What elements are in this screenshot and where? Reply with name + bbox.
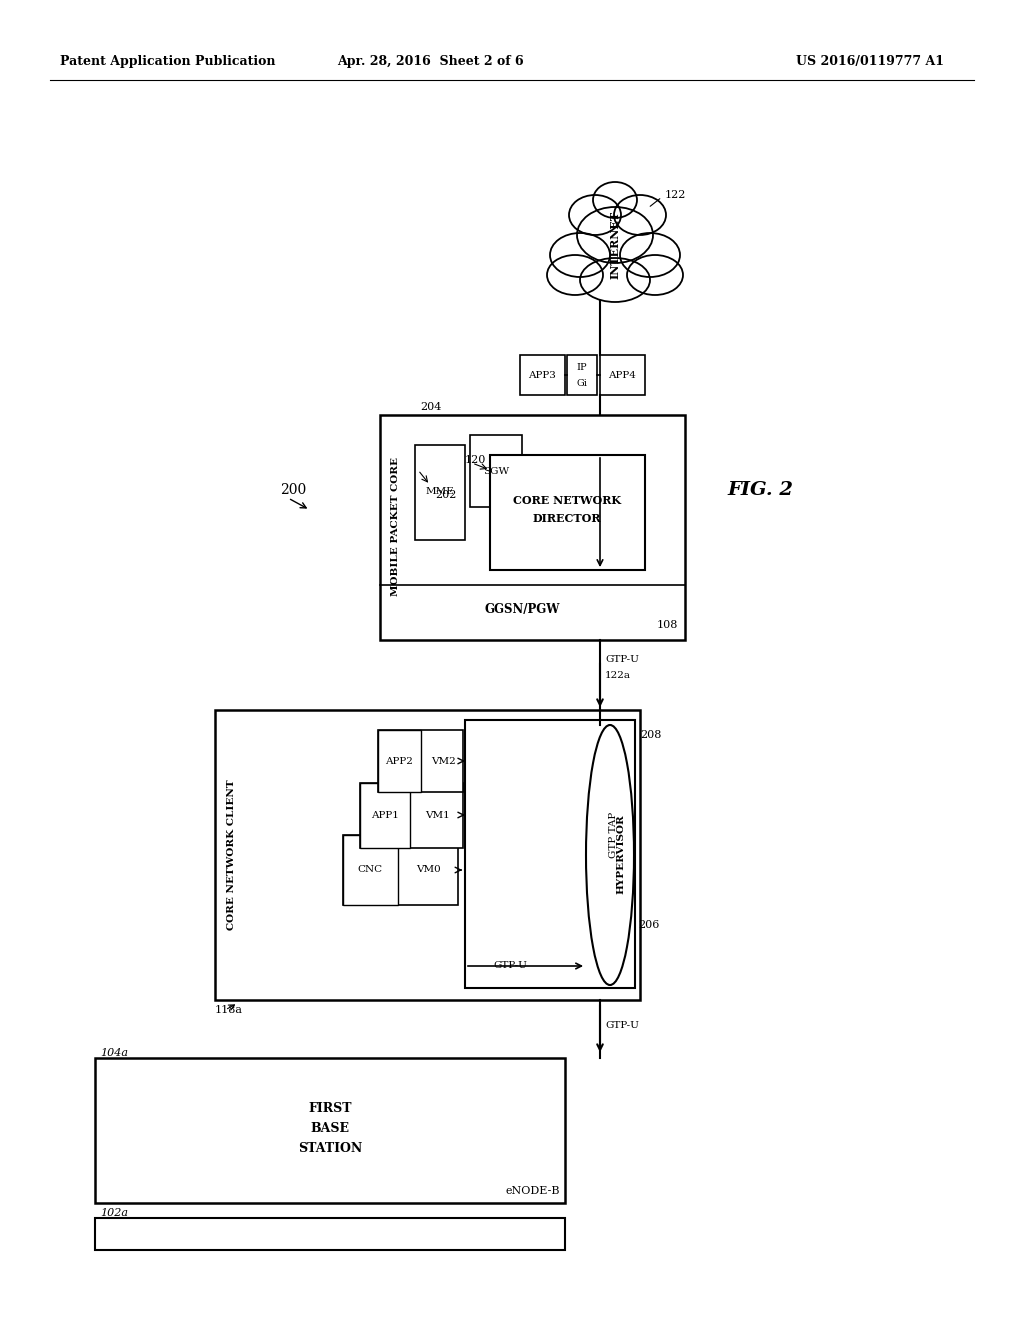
Text: IP: IP [577,363,588,371]
Text: APP2: APP2 [385,756,413,766]
Text: CORE NETWORK CLIENT: CORE NETWORK CLIENT [226,780,236,931]
Bar [95,1059,565,1203]
Text: Apr. 28, 2016  Sheet 2 of 6: Apr. 28, 2016 Sheet 2 of 6 [337,55,523,69]
Text: GTP-U: GTP-U [494,961,527,970]
Text: US 2016/0119777 A1: US 2016/0119777 A1 [796,55,944,69]
Bar [415,445,465,540]
Bar [567,355,597,395]
Text: DIRECTOR: DIRECTOR [532,512,601,524]
Text: 208: 208 [640,730,662,741]
Text: 104a: 104a [100,1048,128,1059]
Bar [470,436,522,507]
Text: CNC: CNC [357,866,383,874]
Text: VM2: VM2 [431,756,456,766]
Text: MOBILE PACKET CORE: MOBILE PACKET CORE [391,458,400,597]
Text: GTP-U: GTP-U [605,1020,639,1030]
Bar [380,414,685,640]
Text: GTP-U: GTP-U [605,656,639,664]
Ellipse shape [614,195,666,235]
Ellipse shape [547,255,603,294]
Bar [465,719,635,987]
Text: Gi: Gi [577,379,588,388]
Ellipse shape [577,207,653,263]
Text: GTP TAP: GTP TAP [608,812,617,858]
Text: 206: 206 [638,920,659,931]
Text: STATION: STATION [298,1142,362,1155]
Bar [95,1218,565,1250]
Text: VM0: VM0 [416,866,440,874]
Bar [343,836,398,906]
Ellipse shape [627,255,683,294]
Text: FIRST: FIRST [308,1101,352,1114]
Text: 122a: 122a [605,671,631,680]
Text: GGSN/PGW: GGSN/PGW [484,603,560,616]
Ellipse shape [620,234,680,277]
Text: 122: 122 [665,190,686,201]
Text: SGW: SGW [483,466,509,475]
Text: Patent Application Publication: Patent Application Publication [60,55,275,69]
Ellipse shape [593,182,637,218]
Text: APP4: APP4 [608,371,636,380]
Text: 204: 204 [420,403,441,412]
Ellipse shape [569,195,621,235]
Text: CORE NETWORK: CORE NETWORK [513,495,621,506]
Bar [360,783,410,847]
Text: APP3: APP3 [528,371,556,380]
Ellipse shape [550,234,610,277]
Text: 102a: 102a [100,1208,128,1218]
Text: 108: 108 [656,620,678,630]
Text: BASE: BASE [310,1122,349,1134]
Text: 202: 202 [435,490,457,500]
Text: INTERNET: INTERNET [609,211,621,279]
Bar [378,730,421,792]
Text: 120: 120 [465,455,486,465]
Bar [215,710,640,1001]
Text: 200: 200 [280,483,306,498]
Text: 118a: 118a [215,1005,243,1015]
Bar [490,455,645,570]
Text: FIG. 2: FIG. 2 [727,480,793,499]
Ellipse shape [586,725,634,985]
Text: HYPERVISOR: HYPERVISOR [616,814,626,894]
Bar [343,836,458,906]
Bar [360,783,463,847]
Text: APP1: APP1 [371,812,399,821]
Bar [600,355,645,395]
Text: MME: MME [426,487,455,496]
Bar [378,730,463,792]
Ellipse shape [580,257,650,302]
Text: eNODE-B: eNODE-B [506,1185,560,1196]
Bar [520,355,565,395]
Text: VM1: VM1 [425,812,450,821]
